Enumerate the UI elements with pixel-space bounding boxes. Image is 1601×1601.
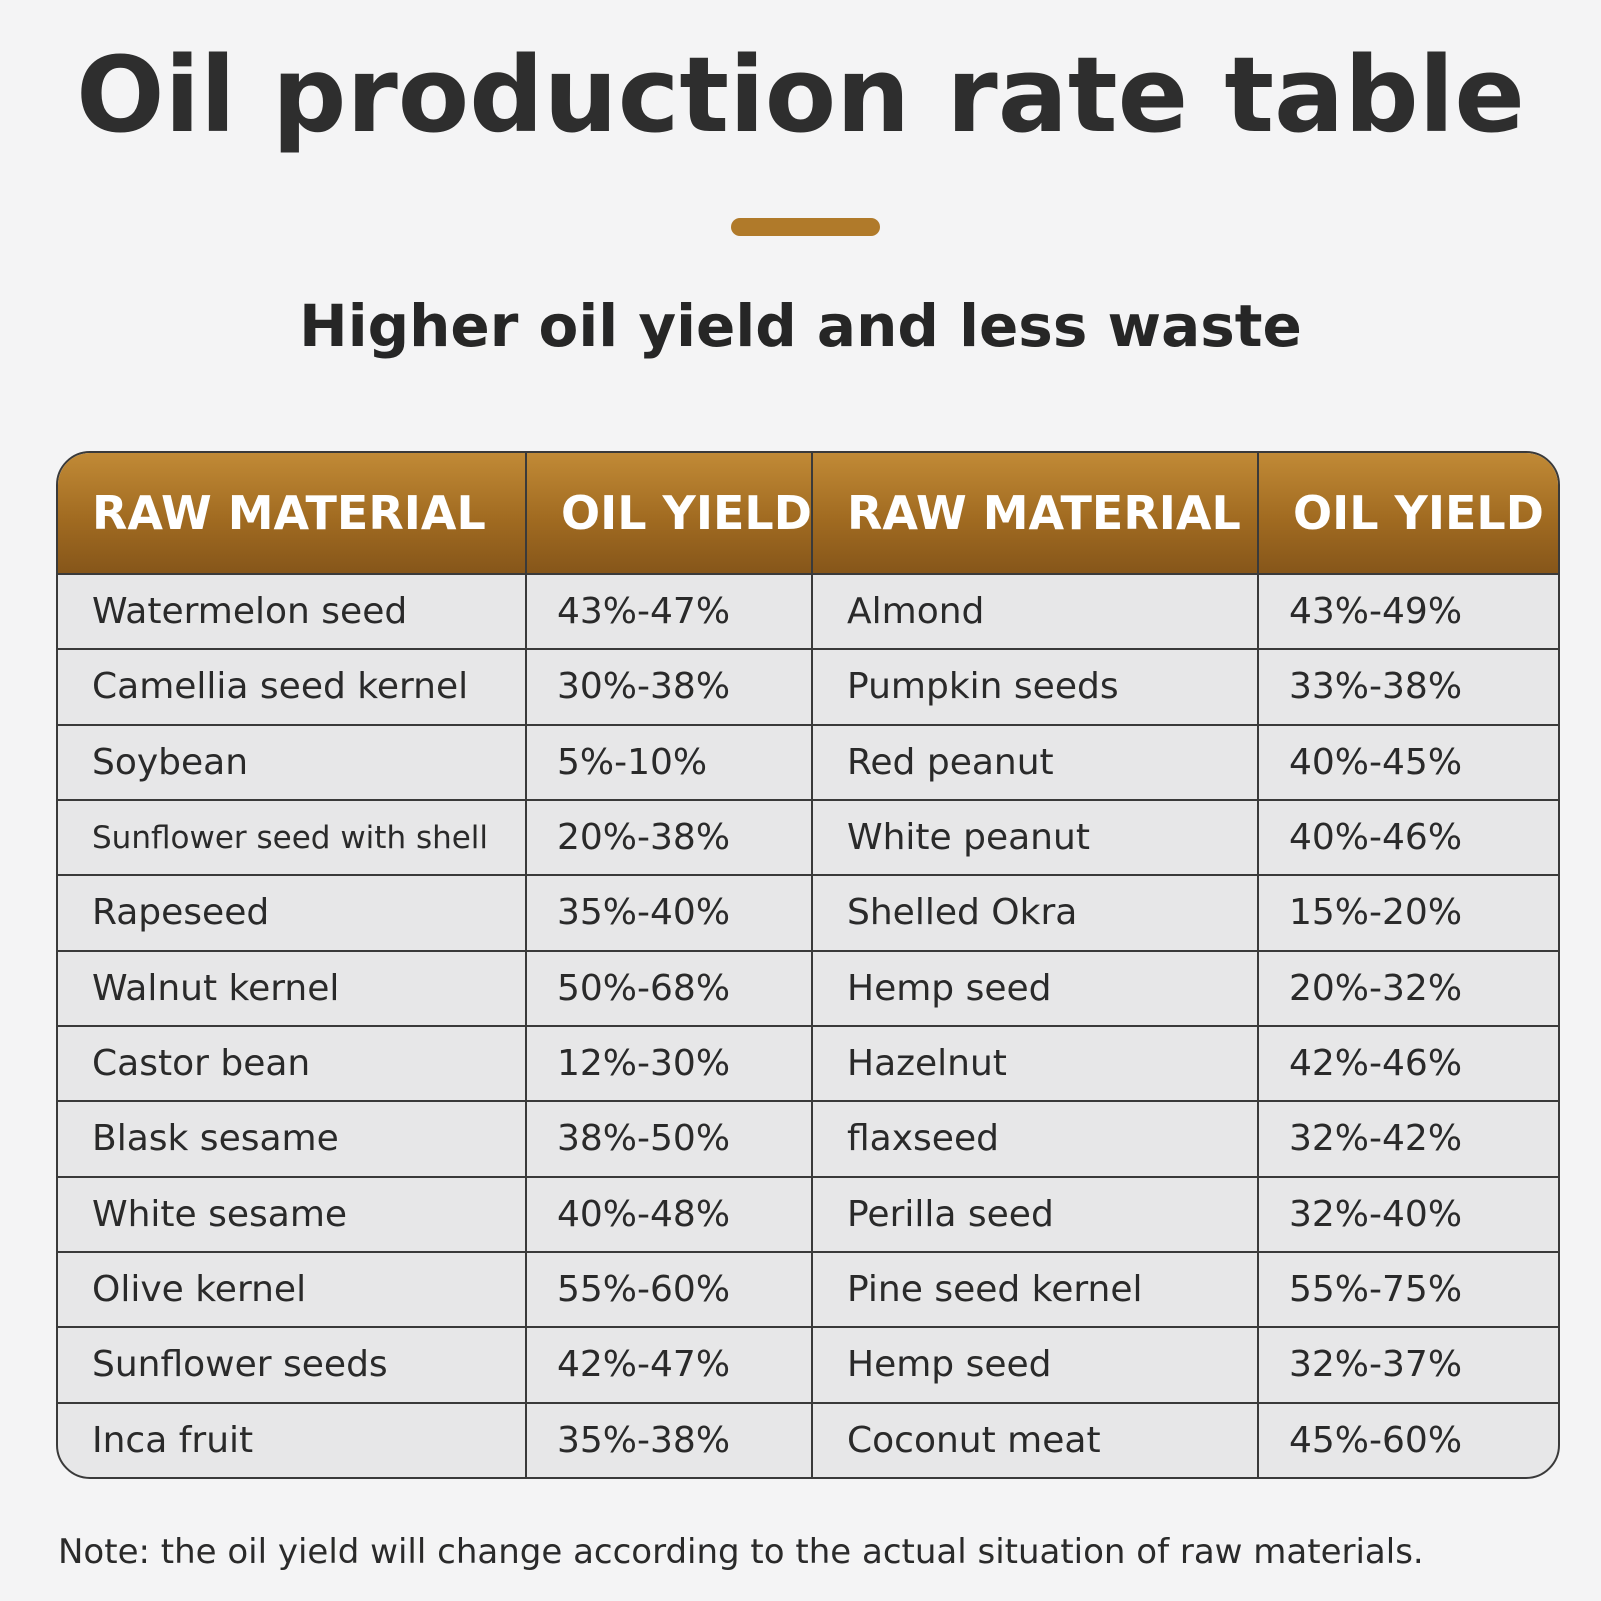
table-row: White sesame 40%-48% Perilla seed 32%-40…	[58, 1176, 1558, 1253]
table-row: Sunflower seeds 42%-47% Hemp seed 32%-37…	[58, 1327, 1558, 1404]
material-cell: Sunflower seed with shell	[58, 799, 527, 877]
page-subtitle: Higher oil yield and less waste	[299, 292, 1302, 360]
yield-cell: 55%-60%	[526, 1251, 813, 1329]
yield-cell: 40%-48%	[526, 1176, 813, 1253]
material-cell: Walnut kernel	[58, 950, 527, 1027]
yield-cell: 43%-49%	[1258, 574, 1558, 651]
yield-cell: 20%-38%	[526, 799, 813, 877]
material-cell: flaxseed	[812, 1101, 1259, 1178]
header-raw-material-right: RAW MATERIAL	[812, 453, 1259, 575]
material-cell: Pumpkin seeds	[812, 649, 1259, 726]
yield-cell: 33%-38%	[1258, 649, 1558, 726]
table-row: Sunflower seed with shell 20%-38% White …	[58, 799, 1558, 877]
header-oil-yield-right: OIL YIELD	[1258, 453, 1558, 575]
yield-cell: 55%-75%	[1258, 1251, 1558, 1329]
table-row: Walnut kernel 50%-68% Hemp seed 20%-32%	[58, 950, 1558, 1027]
material-cell: Hemp seed	[812, 950, 1259, 1027]
yield-cell: 40%-46%	[1258, 799, 1558, 877]
material-cell: White peanut	[812, 799, 1259, 877]
material-cell: Almond	[812, 574, 1259, 651]
yield-cell: 35%-40%	[526, 875, 813, 952]
material-cell: Red peanut	[812, 724, 1259, 801]
material-cell: Hemp seed	[812, 1327, 1259, 1404]
material-cell: Hazelnut	[812, 1025, 1259, 1103]
yield-cell: 40%-45%	[1258, 724, 1558, 801]
yield-cell: 32%-40%	[1258, 1176, 1558, 1253]
header-oil-yield-left: OIL YIELD	[526, 453, 813, 575]
page-title: Oil production rate table	[76, 34, 1525, 156]
material-cell: Sunflower seeds	[58, 1327, 527, 1404]
yield-cell: 12%-30%	[526, 1025, 813, 1103]
material-cell: Rapeseed	[58, 875, 527, 952]
table-row: Olive kernel 55%-60% Pine seed kernel 55…	[58, 1251, 1558, 1329]
yield-cell: 30%-38%	[526, 649, 813, 726]
material-cell: Olive kernel	[58, 1251, 527, 1329]
yield-cell: 32%-37%	[1258, 1327, 1558, 1404]
material-cell: Blask sesame	[58, 1101, 527, 1178]
table-header-row: RAW MATERIAL OIL YIELD RAW MATERIAL OIL …	[58, 453, 1558, 575]
material-cell: Pine seed kernel	[812, 1251, 1259, 1329]
yield-cell: 43%-47%	[526, 574, 813, 651]
material-cell: Castor bean	[58, 1025, 527, 1103]
footnote: Note: the oil yield will change accordin…	[58, 1532, 1424, 1572]
table-row: Camellia seed kernel 30%-38% Pumpkin see…	[58, 649, 1558, 726]
yield-cell: 15%-20%	[1258, 875, 1558, 952]
title-accent-bar	[731, 218, 880, 236]
yield-cell: 38%-50%	[526, 1101, 813, 1178]
material-cell: Perilla seed	[812, 1176, 1259, 1253]
table-row: Blask sesame 38%-50% flaxseed 32%-42%	[58, 1101, 1558, 1178]
table-row: Castor bean 12%-30% Hazelnut 42%-46%	[58, 1025, 1558, 1103]
table-row: Rapeseed 35%-40% Shelled Okra 15%-20%	[58, 875, 1558, 952]
oil-yield-table: RAW MATERIAL OIL YIELD RAW MATERIAL OIL …	[56, 451, 1560, 1479]
material-cell: Soybean	[58, 724, 527, 801]
yield-cell: 35%-38%	[526, 1402, 813, 1477]
yield-cell: 50%-68%	[526, 950, 813, 1027]
material-cell: Watermelon seed	[58, 574, 527, 651]
table-row: Soybean 5%-10% Red peanut 40%-45%	[58, 724, 1558, 801]
yield-cell: 42%-47%	[526, 1327, 813, 1404]
yield-cell: 45%-60%	[1289, 1419, 1463, 1461]
material-cell: Shelled Okra	[812, 875, 1259, 952]
material-cell: Inca fruit	[58, 1402, 527, 1477]
material-cell: White sesame	[58, 1176, 527, 1253]
yield-cell: 20%-32%	[1258, 950, 1558, 1027]
table-row: Inca fruit 35%-38% Coconut meat 45%-60%	[58, 1402, 1558, 1477]
table-row: Watermelon seed 43%-47% Almond 43%-49%	[58, 574, 1558, 651]
material-cell: Coconut meat	[812, 1402, 1259, 1477]
yield-cell: 42%-46%	[1258, 1025, 1558, 1103]
header-raw-material-left: RAW MATERIAL	[58, 453, 527, 575]
yield-cell: 32%-42%	[1258, 1101, 1558, 1178]
yield-cell: 5%-10%	[526, 724, 813, 801]
material-cell: Camellia seed kernel	[58, 649, 527, 726]
